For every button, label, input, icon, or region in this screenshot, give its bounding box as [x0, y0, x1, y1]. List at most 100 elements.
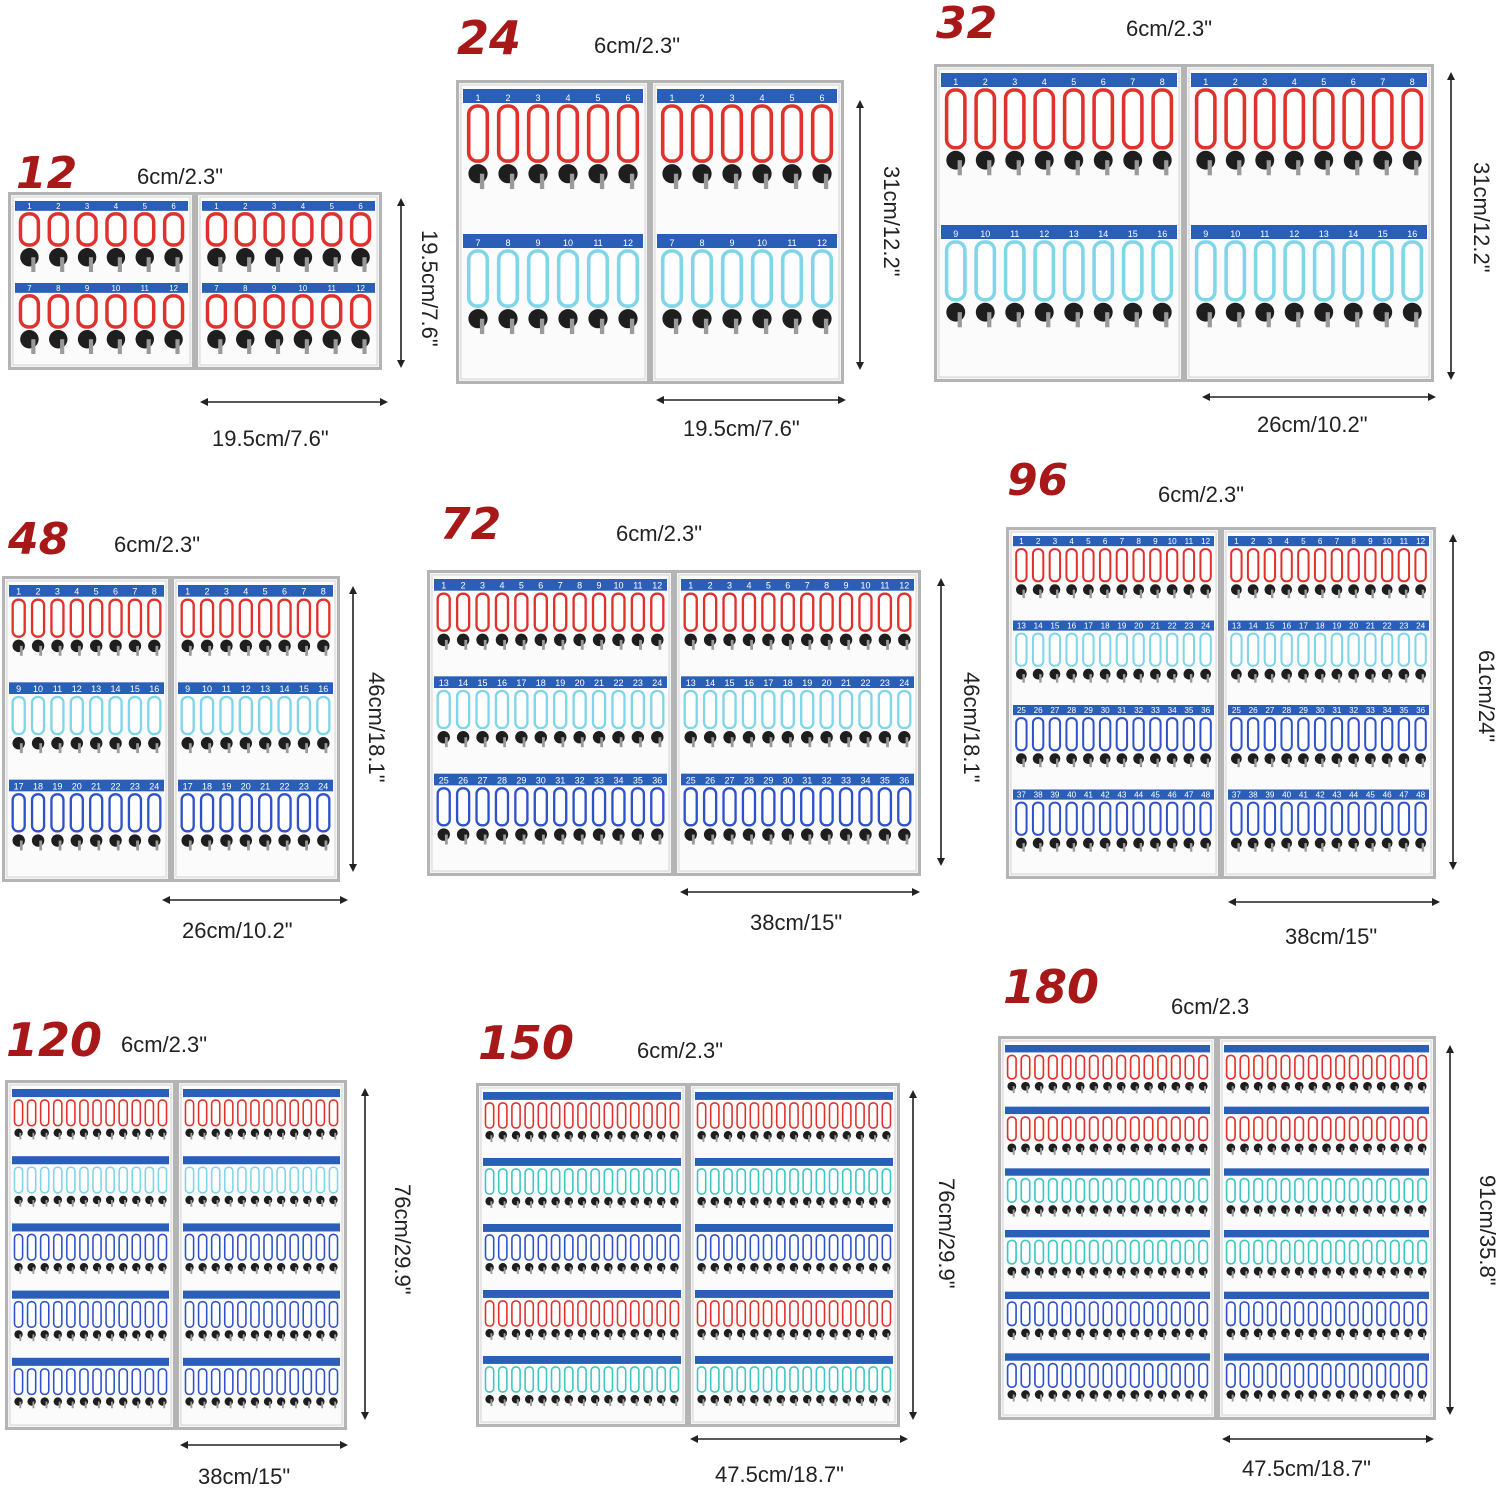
key: [1284, 302, 1304, 322]
key-blade: [1122, 758, 1126, 768]
key-blade: [658, 834, 662, 845]
key: [53, 1330, 62, 1339]
key-tag: [144, 1099, 155, 1127]
key: [224, 1263, 233, 1272]
key-blade: [1173, 589, 1176, 599]
key-tag: [815, 1102, 826, 1129]
key-blade: [45, 1199, 48, 1207]
key: [630, 1329, 640, 1338]
key-blade: [124, 1334, 126, 1342]
key: [92, 1128, 102, 1137]
key-tag: [841, 1168, 852, 1195]
key-blade: [1313, 1209, 1316, 1217]
key-tag: [1364, 548, 1377, 583]
key-blade: [1237, 674, 1240, 683]
key-tag: [1182, 717, 1196, 752]
key: [697, 1395, 706, 1404]
label-strip: [681, 579, 914, 591]
key-blade: [1231, 1271, 1234, 1279]
key: [317, 639, 330, 653]
key: [1390, 1328, 1400, 1338]
key: [12, 737, 25, 750]
key-tag: [13, 1166, 24, 1194]
key: [119, 1397, 128, 1406]
key-blade: [1237, 160, 1242, 176]
hook-number: 32: [1134, 706, 1144, 715]
key-blade: [728, 1333, 731, 1340]
hook-number: 30: [1101, 706, 1111, 715]
key-blade: [847, 737, 851, 748]
hook-number: 1: [27, 202, 31, 211]
key-tag: [1047, 1054, 1058, 1080]
key-tag: [802, 1234, 813, 1261]
key: [1226, 1390, 1236, 1399]
hook-number: 17: [1299, 622, 1309, 631]
key-blade: [542, 834, 545, 845]
key-blade: [1313, 1086, 1316, 1094]
key: [1103, 1266, 1112, 1276]
key-tag: [1031, 632, 1045, 667]
key: [485, 1263, 494, 1272]
key: [617, 1329, 626, 1338]
key-tag: [1170, 1116, 1181, 1142]
key-tag: [650, 689, 665, 730]
key-blade: [905, 737, 909, 748]
key-blade: [1139, 674, 1143, 683]
key-blade: [334, 1199, 337, 1207]
hook-number: 6: [538, 581, 543, 591]
key-tag: [1362, 1054, 1373, 1080]
key-tag: [1417, 1301, 1428, 1327]
key-blade: [516, 1267, 519, 1274]
key-tag: [1102, 1177, 1113, 1203]
key: [1157, 1205, 1167, 1214]
key-blade: [242, 1199, 245, 1207]
key: [1157, 1266, 1167, 1276]
hook-number: 37: [1232, 791, 1242, 800]
key-tag: [1129, 1362, 1140, 1388]
hook-number: 4: [746, 581, 751, 591]
key: [617, 1197, 626, 1206]
key: [1253, 1143, 1263, 1153]
key-blade: [730, 639, 734, 650]
key: [1417, 1328, 1427, 1338]
key-blade: [1149, 1332, 1152, 1340]
key-tag: [511, 1366, 521, 1393]
key-tag: [1003, 240, 1026, 302]
key-tag: [1098, 717, 1112, 752]
key: [51, 834, 64, 847]
key: [148, 834, 161, 847]
key-blade: [1354, 589, 1358, 599]
key-tag: [643, 1102, 653, 1129]
key-tag: [881, 1300, 892, 1327]
key-blade: [1395, 1394, 1398, 1402]
key: [185, 1128, 194, 1137]
hook-number: 15: [1128, 229, 1138, 239]
key-tag: [321, 294, 343, 329]
key: [40, 1330, 49, 1339]
key-tag: [105, 1233, 115, 1261]
key: [77, 248, 97, 267]
key: [263, 1263, 273, 1272]
height-arrow: [937, 578, 945, 866]
key: [236, 248, 255, 267]
key: [651, 828, 664, 841]
key: [588, 164, 608, 184]
key: [1116, 584, 1128, 595]
key-tag: [223, 1166, 234, 1194]
key-tag: [1165, 717, 1179, 752]
key: [316, 1397, 325, 1406]
key-blade: [1094, 1147, 1097, 1155]
key-tag: [775, 1366, 786, 1393]
key-blade: [808, 1201, 810, 1208]
key: [946, 150, 966, 170]
key-blade: [1089, 674, 1092, 683]
key-tag: [877, 592, 893, 632]
key-tag: [775, 1300, 786, 1327]
arrow-line: [680, 888, 920, 896]
key-blade: [1300, 1086, 1303, 1094]
key: [604, 1263, 613, 1272]
key-blade: [1354, 674, 1358, 683]
key-tag: [855, 1366, 865, 1393]
key: [92, 1397, 102, 1406]
key-blade: [599, 173, 605, 190]
